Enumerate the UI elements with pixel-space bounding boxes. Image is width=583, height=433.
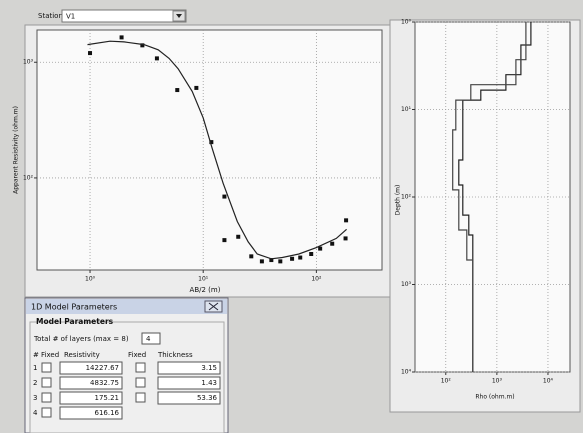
data-point bbox=[194, 86, 198, 90]
data-point bbox=[309, 252, 313, 256]
row-index: 2 bbox=[33, 379, 37, 387]
station-value: V1 bbox=[66, 13, 75, 21]
y-tick-label: 10² bbox=[401, 194, 412, 201]
x-tick-label: 10¹ bbox=[198, 276, 209, 283]
x-axis-label: Rho (ohm.m) bbox=[475, 394, 514, 401]
data-point bbox=[318, 247, 322, 251]
row-index: 1 bbox=[33, 364, 37, 372]
data-point bbox=[344, 236, 348, 240]
thickness-value: 1.43 bbox=[201, 379, 217, 387]
x-axis-label: AB/2 (m) bbox=[190, 286, 221, 294]
layers-value: 4 bbox=[146, 335, 151, 343]
data-point bbox=[344, 218, 348, 222]
data-point bbox=[290, 257, 294, 261]
x-tick-label: 10² bbox=[311, 276, 322, 283]
data-point bbox=[222, 238, 226, 242]
fixed-checkbox[interactable] bbox=[42, 363, 51, 372]
data-point bbox=[278, 259, 282, 263]
data-point bbox=[260, 259, 264, 263]
data-point bbox=[222, 195, 226, 199]
thickness-value: 3.15 bbox=[201, 364, 217, 372]
x-tick-label: 10³ bbox=[492, 378, 503, 385]
data-point bbox=[330, 242, 334, 246]
dialog-title: 1D Model Parameters bbox=[31, 303, 117, 312]
y-tick-label: 10³ bbox=[401, 281, 412, 288]
model-plot-area bbox=[415, 22, 570, 372]
row-index: 3 bbox=[33, 394, 37, 402]
layers-input[interactable] bbox=[142, 333, 160, 344]
x-tick-label: 10⁴ bbox=[543, 378, 554, 385]
y-axis-label: Apparent Resistivity (ohm.m) bbox=[13, 106, 20, 194]
fixed-checkbox[interactable] bbox=[136, 363, 145, 372]
y-tick-label: 10⁴ bbox=[401, 369, 412, 376]
resistivity-value: 175.21 bbox=[95, 394, 120, 402]
screen: Station V1 AB/2 (m) Apparent Resistivity… bbox=[0, 0, 583, 433]
y-tick-label: 10¹ bbox=[401, 106, 412, 113]
page: Station V1 AB/2 (m) Apparent Resistivity… bbox=[0, 0, 583, 433]
fixed-checkbox[interactable] bbox=[42, 378, 51, 387]
x-tick-label: 10⁰ bbox=[85, 276, 96, 283]
data-point bbox=[88, 51, 92, 55]
station-dropdown[interactable] bbox=[62, 10, 186, 22]
thickness-value: 53.36 bbox=[197, 394, 218, 402]
fixed-checkbox[interactable] bbox=[42, 408, 51, 417]
resistivity-value: 4832.75 bbox=[90, 379, 119, 387]
row-index: 4 bbox=[33, 409, 38, 417]
resistivity-value: 616.16 bbox=[95, 409, 120, 417]
y-tick-label: 10² bbox=[23, 174, 34, 181]
sounding-plot-area bbox=[37, 30, 382, 270]
data-point bbox=[236, 235, 240, 239]
data-point bbox=[298, 256, 302, 260]
x-tick-label: 10² bbox=[441, 378, 452, 385]
fixed-checkbox[interactable] bbox=[42, 393, 51, 402]
header: Fixed bbox=[128, 351, 146, 359]
header: # bbox=[33, 351, 39, 359]
resistivity-value: 14227.67 bbox=[86, 364, 119, 372]
header: Thickness bbox=[157, 351, 193, 359]
header: Resistivity bbox=[64, 351, 100, 359]
y-tick-label: 10³ bbox=[23, 59, 34, 66]
layers-label: Total # of layers (max = 8) bbox=[33, 335, 129, 343]
fixed-checkbox[interactable] bbox=[136, 378, 145, 387]
data-point bbox=[155, 56, 159, 60]
y-tick-label: 10⁰ bbox=[401, 19, 412, 26]
data-point bbox=[249, 254, 253, 258]
group-label: Model Parameters bbox=[36, 317, 114, 326]
fixed-checkbox[interactable] bbox=[136, 393, 145, 402]
header: Fixed bbox=[41, 351, 59, 359]
station-label: Station bbox=[38, 12, 63, 20]
data-point bbox=[175, 88, 179, 92]
data-point bbox=[120, 35, 124, 39]
